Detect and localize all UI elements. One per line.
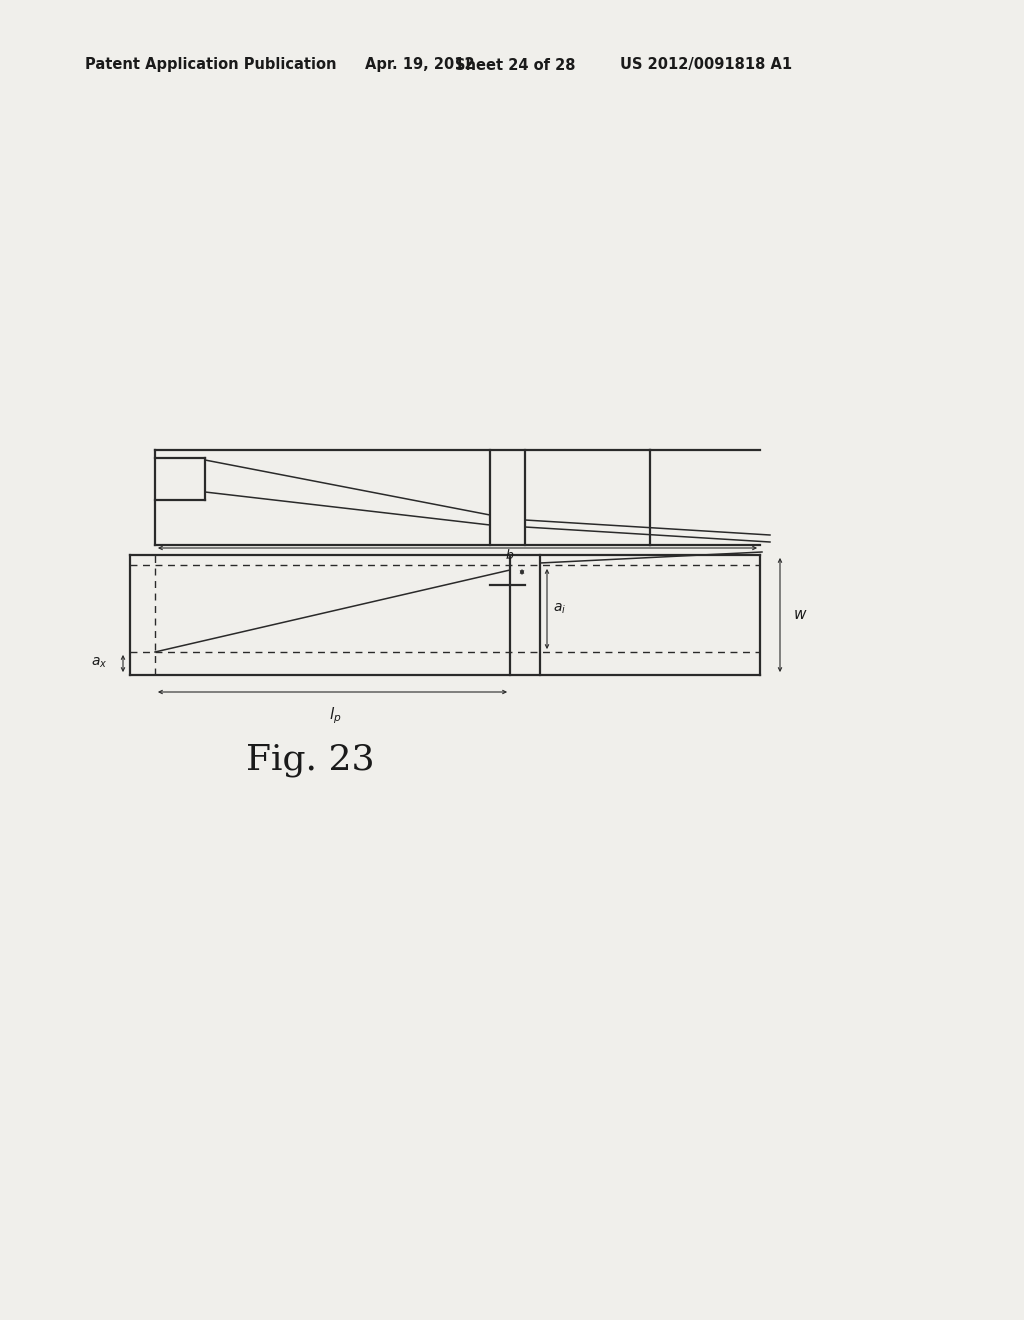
Text: Apr. 19, 2012: Apr. 19, 2012 xyxy=(365,58,475,73)
Text: Patent Application Publication: Patent Application Publication xyxy=(85,58,337,73)
Text: $l_{p}$: $l_{p}$ xyxy=(329,705,341,726)
Text: Fig. 23: Fig. 23 xyxy=(246,743,375,777)
Text: US 2012/0091818 A1: US 2012/0091818 A1 xyxy=(620,58,793,73)
Text: $w$: $w$ xyxy=(793,609,808,622)
Text: $a_{x}$: $a_{x}$ xyxy=(91,656,106,671)
Text: $a_{i}$: $a_{i}$ xyxy=(553,602,566,616)
Text: $b$: $b$ xyxy=(505,548,514,562)
Text: Sheet 24 of 28: Sheet 24 of 28 xyxy=(455,58,575,73)
